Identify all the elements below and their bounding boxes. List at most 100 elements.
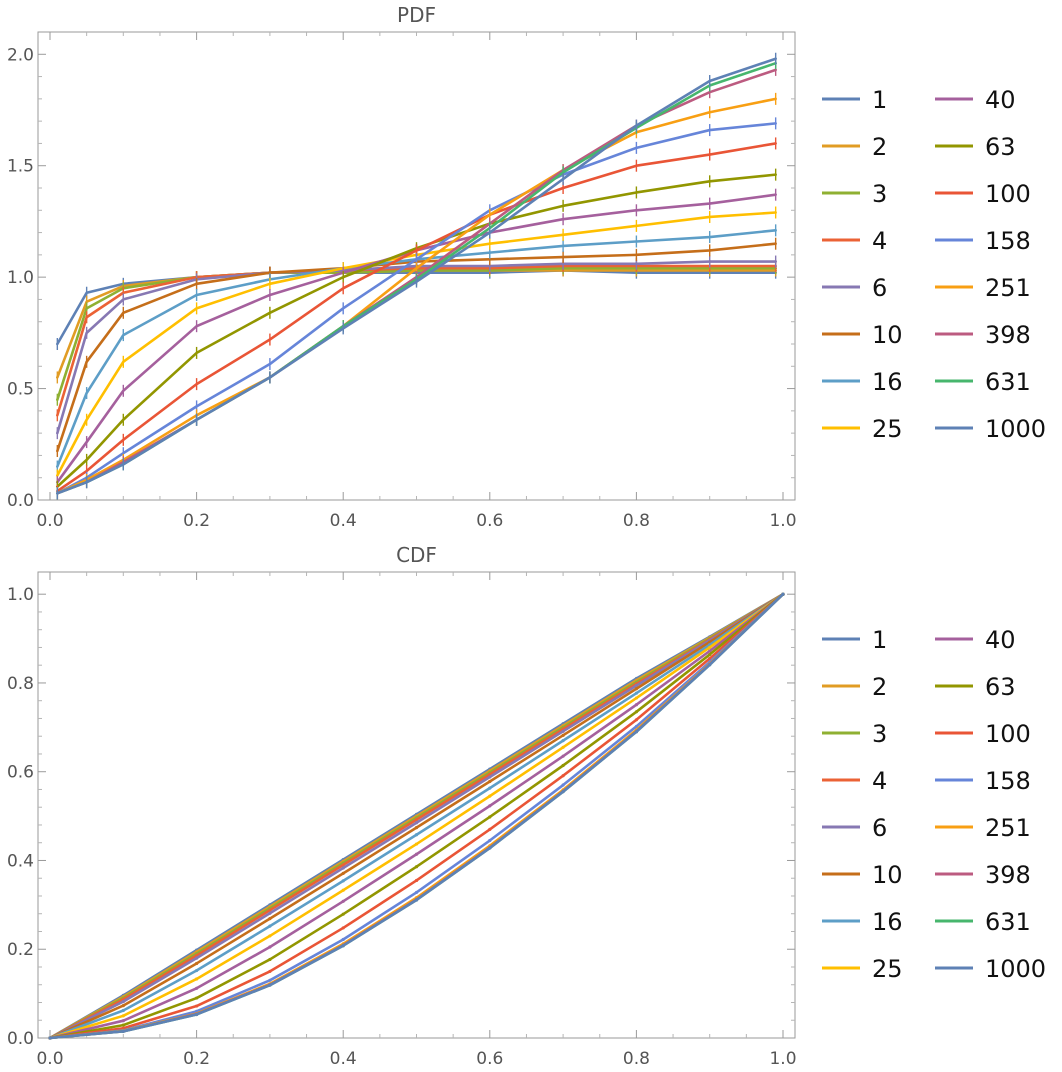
cdf-data-point bbox=[121, 1004, 125, 1008]
cdf-data-point bbox=[488, 794, 492, 798]
cdf-y-tick-label: 0.6 bbox=[7, 763, 34, 783]
cdf-data-point bbox=[488, 838, 492, 843]
pdf-x-tick-label: 0.4 bbox=[330, 511, 357, 531]
pdf-x-tick-label: 0.0 bbox=[36, 511, 63, 531]
cdf-data-point bbox=[634, 684, 639, 688]
cdf-data-point bbox=[195, 977, 199, 981]
pdf-legend-label-100: 100 bbox=[985, 180, 1031, 208]
cdf-y-tick-label: 1.0 bbox=[7, 585, 34, 605]
pdf-y-tick-label: 1.0 bbox=[7, 268, 34, 288]
cdf-data-point bbox=[634, 718, 639, 722]
cdf-data-point bbox=[341, 926, 345, 930]
pdf-chart-title: PDF bbox=[397, 3, 436, 27]
cdf-data-point bbox=[121, 1029, 125, 1033]
cdf-data-point bbox=[708, 652, 712, 657]
cdf-data-point bbox=[195, 961, 199, 966]
cdf-data-point bbox=[414, 842, 419, 846]
cdf-data-point bbox=[414, 821, 419, 825]
cdf-data-point bbox=[561, 739, 565, 743]
pdf-legend-label-251: 251 bbox=[985, 274, 1031, 302]
pdf-legend-label-631: 631 bbox=[985, 368, 1031, 396]
cdf-data-point bbox=[708, 649, 712, 653]
cdf-legend-label-6: 6 bbox=[872, 814, 887, 842]
cdf-data-point bbox=[341, 912, 345, 916]
cdf-data-point bbox=[268, 934, 272, 938]
cdf-x-tick-label: 0.6 bbox=[476, 1049, 503, 1069]
cdf-legend-label-398: 398 bbox=[985, 861, 1031, 889]
cdf-data-point bbox=[195, 968, 199, 973]
cdf-data-point bbox=[414, 852, 419, 856]
cdf-data-point bbox=[268, 908, 272, 912]
cdf-series-group bbox=[48, 592, 785, 1040]
cdf-legend-label-10: 10 bbox=[872, 861, 903, 889]
cdf-data-point bbox=[634, 710, 639, 714]
cdf-data-point bbox=[195, 1012, 199, 1017]
cdf-data-point bbox=[488, 775, 492, 779]
cdf-legend-label-158: 158 bbox=[985, 767, 1031, 795]
cdf-legend-label-25: 25 bbox=[872, 955, 903, 983]
cdf-data-point bbox=[634, 691, 639, 695]
cdf-data-point bbox=[268, 983, 272, 987]
cdf-data-point bbox=[268, 924, 272, 928]
cdf-data-point bbox=[414, 833, 419, 837]
cdf-data-point bbox=[121, 1008, 125, 1013]
pdf-legend-label-25: 25 bbox=[872, 415, 903, 443]
cdf-data-point bbox=[708, 663, 712, 667]
cdf-x-tick-label: 0.8 bbox=[623, 1049, 650, 1069]
cdf-data-point bbox=[195, 986, 199, 990]
pdf-series-line-1000 bbox=[56, 57, 777, 495]
pdf-y-tick-label: 1.5 bbox=[7, 157, 34, 177]
cdf-legend-label-251: 251 bbox=[985, 814, 1031, 842]
cdf-legend-label-4: 4 bbox=[872, 767, 887, 795]
pdf-y-tick-label: 2.0 bbox=[7, 45, 34, 65]
cdf-data-point bbox=[414, 878, 419, 883]
cdf-data-point bbox=[488, 815, 492, 819]
cdf-data-point bbox=[414, 818, 419, 822]
pdf-series-group bbox=[56, 52, 777, 500]
cdf-y-tick-label: 0.4 bbox=[7, 851, 34, 871]
pdf-series-line-100 bbox=[56, 142, 777, 493]
cdf-data-point bbox=[634, 703, 639, 707]
pdf-legend-label-63: 63 bbox=[985, 133, 1016, 161]
cdf-data-point bbox=[268, 957, 272, 962]
cdf-data-point bbox=[561, 790, 565, 794]
cdf-data-point bbox=[341, 879, 345, 883]
pdf-x-tick-label: 0.2 bbox=[183, 511, 210, 531]
cdf-data-point bbox=[488, 827, 492, 832]
cdf-data-point bbox=[121, 1000, 125, 1004]
pdf-y-tick-label: 0.0 bbox=[7, 491, 34, 511]
cdf-data-point bbox=[561, 763, 565, 768]
cdf-plot-frame bbox=[37, 571, 796, 1039]
pdf-chart: PDF 0.0 0.2 0.4 0.6 0.8 1.0 0.0 0.5 1.0 1.5 2.0 1 2 3 4… bbox=[7, 3, 1046, 531]
pdf-legend-label-4: 4 bbox=[872, 227, 887, 255]
cdf-data-point bbox=[561, 729, 565, 733]
cdf-data-point bbox=[561, 783, 565, 787]
cdf-data-point bbox=[561, 754, 565, 758]
pdf-legend-label-398: 398 bbox=[985, 321, 1031, 349]
cdf-y-tick-label: 0.2 bbox=[7, 940, 34, 960]
cdf-data-point bbox=[341, 944, 345, 948]
cdf-data-point bbox=[488, 804, 492, 808]
pdf-x-tick-label: 1.0 bbox=[769, 511, 796, 531]
pdf-legend-label-158: 158 bbox=[985, 227, 1031, 255]
cdf-x-tick-label: 0.4 bbox=[330, 1049, 357, 1069]
pdf-series-line-158 bbox=[56, 122, 777, 495]
cdf-data-point bbox=[488, 786, 492, 790]
cdf-data-point bbox=[341, 871, 345, 875]
pdf-series-line-63 bbox=[56, 173, 777, 488]
cdf-chart: CDF 0.0 0.2 0.4 0.6 0.8 1.0 0.0 0.2 0.4 0.6 0.8 1.0 1… bbox=[7, 543, 1046, 1069]
pdf-legend-label-3: 3 bbox=[872, 180, 887, 208]
pdf-series-line-251 bbox=[56, 97, 777, 495]
cdf-x-tick-label: 0.2 bbox=[183, 1049, 210, 1069]
cdf-data-point bbox=[561, 733, 565, 737]
cdf-x-tick-label: 1.0 bbox=[769, 1049, 796, 1069]
cdf-y-tick-label: 0.0 bbox=[7, 1029, 34, 1049]
cdf-data-point bbox=[341, 888, 345, 892]
cdf-data-point bbox=[414, 826, 419, 830]
pdf-legend-label-10: 10 bbox=[872, 321, 903, 349]
pdf-legend-label-1: 1 bbox=[872, 86, 887, 114]
cdf-data-point bbox=[121, 1014, 125, 1018]
cdf-chart-title: CDF bbox=[396, 543, 437, 567]
cdf-data-point bbox=[781, 592, 785, 596]
